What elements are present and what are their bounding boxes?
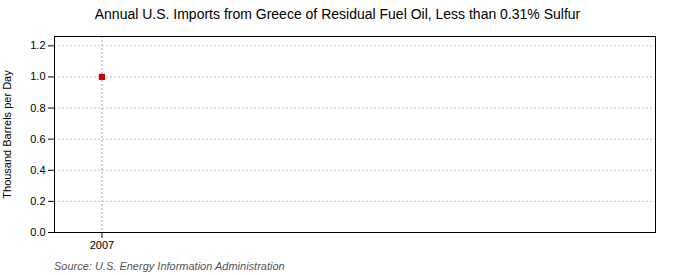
svg-text:0.6: 0.6 bbox=[30, 133, 45, 145]
svg-text:0.0: 0.0 bbox=[30, 226, 45, 238]
svg-text:1.0: 1.0 bbox=[30, 70, 45, 82]
html-text:Source: U.S. Energy Informatio: Source: U.S. Energy Information Administ… bbox=[54, 260, 285, 272]
svg-text:0.2: 0.2 bbox=[30, 195, 45, 207]
svg-text:1.2: 1.2 bbox=[30, 39, 45, 51]
svg-text:2007: 2007 bbox=[90, 239, 114, 251]
svg-text:Thousand Barrels per Day: Thousand Barrels per Day bbox=[1, 70, 13, 199]
svg-text:0.4: 0.4 bbox=[30, 164, 45, 176]
svg-text:0.8: 0.8 bbox=[30, 102, 45, 114]
html-text:Annual U.S. Imports from Greec: Annual U.S. Imports from Greece of Resid… bbox=[94, 6, 581, 22]
